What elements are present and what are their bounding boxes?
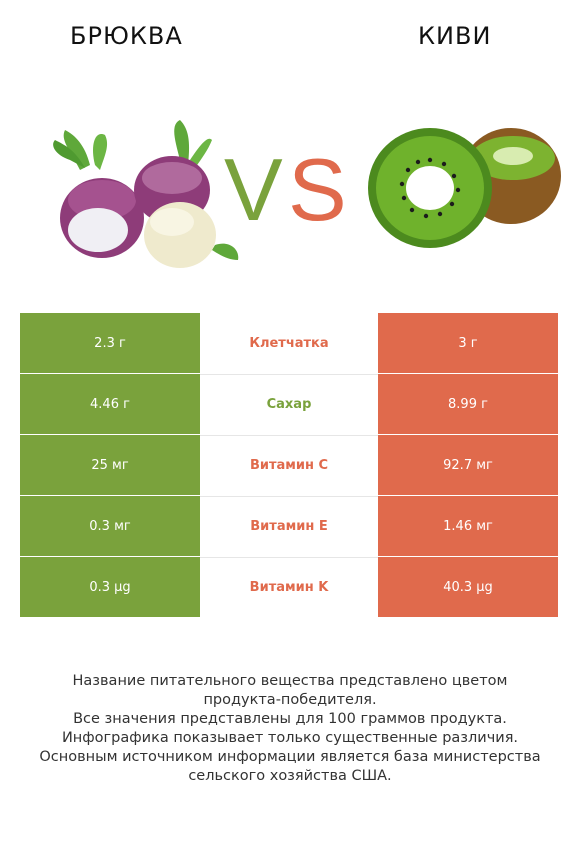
table-row: 0.3 µg Витамин K 40.3 µg	[20, 556, 558, 617]
nutrient-label: Клетчатка	[200, 313, 378, 373]
footer-line: Инфографика показывает только существенн…	[61, 730, 519, 746]
right-value: 1.46 мг	[378, 496, 558, 556]
vs-label: V S	[224, 140, 347, 230]
right-value: 92.7 мг	[378, 435, 558, 495]
table-row: 4.46 г Сахар 8.99 г	[20, 373, 558, 434]
footer-line: Все значения представлены для 100 граммо…	[73, 711, 507, 727]
left-value: 25 мг	[20, 435, 200, 495]
footer-line: сельского хозяйства США.	[188, 768, 392, 784]
right-value: 3 г	[378, 313, 558, 373]
left-value: 4.46 г	[20, 374, 200, 434]
left-value: 0.3 мг	[20, 496, 200, 556]
nutrient-label: Сахар	[200, 374, 378, 434]
svg-text:S: S	[288, 140, 347, 230]
nutrient-label: Витамин C	[200, 435, 378, 495]
left-value: 0.3 µg	[20, 557, 200, 617]
footer-line: продукта-победителя.	[203, 692, 377, 708]
svg-text:V: V	[224, 140, 283, 230]
leaves-icon	[53, 120, 239, 260]
right-value: 8.99 г	[378, 374, 558, 434]
kiwi-slice-icon	[368, 128, 492, 248]
table-row: 2.3 г Клетчатка 3 г	[20, 313, 558, 373]
comparison-table: 2.3 г Клетчатка 3 г 4.46 г Сахар 8.99 г …	[20, 313, 558, 617]
left-product-title: БРЮКВА	[70, 22, 183, 50]
table-row: 25 мг Витамин C 92.7 мг	[20, 434, 558, 495]
nutrient-label: Витамин E	[200, 496, 378, 556]
footer-line: Название питательного вещества представл…	[72, 673, 508, 689]
right-value: 40.3 µg	[378, 557, 558, 617]
table-row: 0.3 мг Витамин E 1.46 мг	[20, 495, 558, 556]
kiwi-illustration	[368, 128, 561, 248]
left-value: 2.3 г	[20, 313, 200, 373]
nutrient-label: Витамин K	[200, 557, 378, 617]
right-product-title: КИВИ	[418, 22, 492, 50]
footer-line: Основным источником информации является …	[39, 749, 541, 765]
rutabaga-illustration	[53, 120, 239, 268]
footer-notes: Название питательного вещества представл…	[30, 672, 550, 786]
